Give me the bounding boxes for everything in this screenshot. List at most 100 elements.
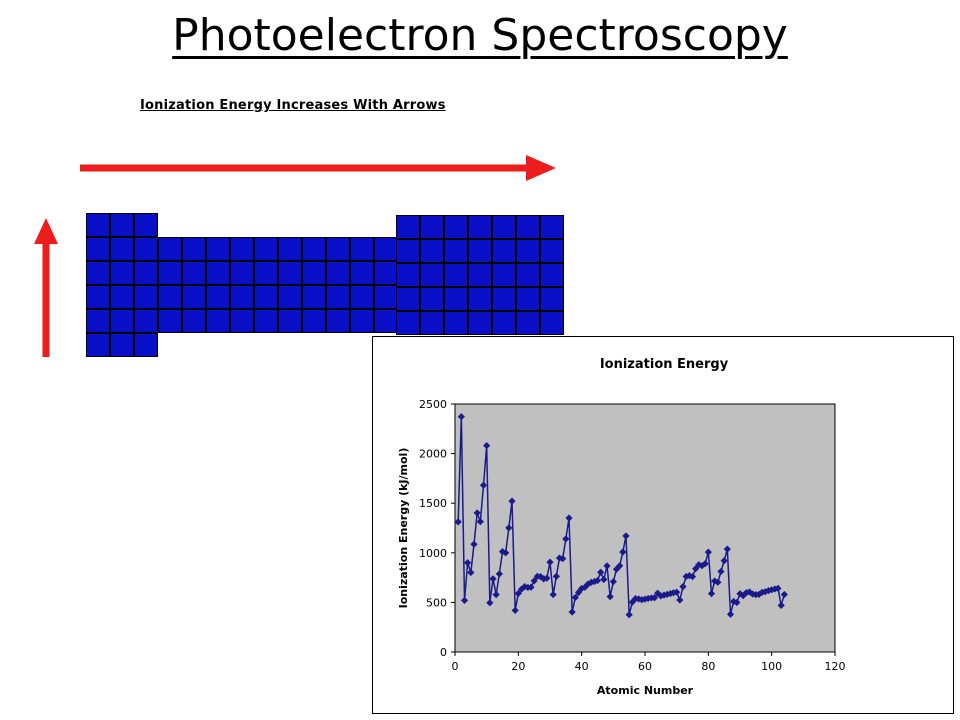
- ionization-energy-chart: Ionization Energy 0 500 1000 1500 2000 2500 0…: [372, 336, 954, 714]
- periodic-table-cell: [86, 213, 110, 237]
- data-point: [527, 583, 535, 591]
- data-point: [593, 576, 602, 585]
- periodic-table-cell: [540, 287, 564, 311]
- periodic-table-cell: [326, 285, 350, 309]
- data-point: [749, 590, 757, 598]
- y-tick-label: 2500: [419, 398, 447, 411]
- periodic-table-cell: [230, 285, 254, 309]
- x-tick-label: 120: [825, 660, 846, 673]
- data-point: [780, 590, 788, 599]
- data-point: [571, 593, 579, 602]
- arrow-up-icon: [34, 218, 58, 357]
- periodic-table-cell: [420, 311, 444, 335]
- periodic-table-cell: [468, 239, 492, 263]
- periodic-table-cell: [110, 285, 134, 309]
- data-point: [701, 560, 709, 568]
- y-tick-label: 2000: [419, 448, 447, 461]
- data-point: [692, 565, 700, 573]
- periodic-table-cell: [254, 261, 278, 285]
- periodic-table-cell: [396, 215, 420, 239]
- periodic-table-cell: [516, 287, 540, 311]
- data-point: [777, 601, 785, 609]
- data-point: [704, 548, 712, 556]
- periodic-table-cell: [110, 333, 134, 357]
- x-axis: 0 20 40 60 80 100 120: [452, 652, 846, 673]
- periodic-table-cell: [110, 213, 134, 237]
- periodic-table-cell: [468, 215, 492, 239]
- periodic-table-cell: [420, 287, 444, 311]
- trend-caption: Ionization Energy Increases With Arrows: [140, 98, 446, 113]
- y-axis: 0 500 1000 1500 2000 2500: [419, 398, 455, 659]
- periodic-table-cell: [278, 261, 302, 285]
- periodic-table-cell: [326, 261, 350, 285]
- data-point: [638, 596, 646, 604]
- periodic-table-cell: [182, 261, 206, 285]
- periodic-table-cell: [230, 237, 254, 261]
- periodic-table-cell: [206, 261, 230, 285]
- periodic-table-cell: [420, 239, 444, 263]
- data-point: [711, 577, 719, 585]
- data-point: [733, 598, 741, 607]
- periodic-table-cell: [134, 333, 158, 357]
- data-point: [761, 588, 769, 596]
- periodic-table-cell: [86, 261, 110, 285]
- periodic-table-cell: [350, 237, 374, 261]
- data-point: [511, 606, 519, 615]
- y-tick-label: 500: [426, 596, 447, 609]
- data-point: [489, 575, 497, 583]
- periodic-table-cell: [444, 311, 468, 335]
- periodic-table-cell: [278, 309, 302, 333]
- periodic-table-cell: [326, 237, 350, 261]
- periodic-table-cell: [278, 237, 302, 261]
- periodic-table-cell: [158, 261, 182, 285]
- periodic-table-cell: [374, 237, 398, 261]
- data-point: [606, 593, 614, 601]
- periodic-table-cell: [206, 285, 230, 309]
- periodic-table-cell: [86, 285, 110, 309]
- periodic-table-cell: [230, 261, 254, 285]
- data-point: [460, 596, 469, 605]
- arrow-right-icon: [80, 155, 556, 181]
- x-tick-label: 40: [575, 660, 589, 673]
- periodic-table-cell: [134, 261, 158, 285]
- data-point: [603, 562, 611, 570]
- periodic-table-cell: [396, 287, 420, 311]
- periodic-table-cell: [230, 309, 254, 333]
- x-tick-label: 60: [638, 660, 652, 673]
- periodic-table-cell: [110, 237, 134, 261]
- data-point: [654, 589, 662, 597]
- slide-title: Photoelectron Spectroscopy: [172, 10, 788, 61]
- data-point: [673, 588, 681, 596]
- periodic-table-cell: [206, 237, 230, 261]
- periodic-table-cell: [468, 311, 492, 335]
- periodic-table-cell: [444, 287, 468, 311]
- x-tick-label: 100: [761, 660, 782, 673]
- x-axis-title: Atomic Number: [597, 684, 694, 697]
- data-point: [742, 589, 750, 597]
- periodic-table-cell: [516, 239, 540, 263]
- data-point: [663, 590, 671, 598]
- periodic-table-cell: [374, 309, 398, 333]
- periodic-table-cell: [302, 309, 326, 333]
- periodic-table-cell: [302, 237, 326, 261]
- x-tick-label: 0: [452, 660, 459, 673]
- data-point: [695, 561, 703, 569]
- periodic-table-cell: [540, 215, 564, 239]
- periodic-table-cell: [420, 263, 444, 287]
- periodic-table-cell: [540, 263, 564, 287]
- periodic-table-cell: [206, 309, 230, 333]
- periodic-table-cell: [468, 287, 492, 311]
- periodic-table-cell: [540, 239, 564, 263]
- periodic-table-cell: [182, 285, 206, 309]
- periodic-table-cell: [86, 333, 110, 357]
- periodic-table-cell: [158, 237, 182, 261]
- data-point: [666, 589, 674, 598]
- periodic-table-cell: [254, 309, 278, 333]
- periodic-table-cell: [444, 215, 468, 239]
- periodic-table-cell: [182, 309, 206, 333]
- periodic-table-cell: [492, 239, 516, 263]
- periodic-table-cell: [516, 311, 540, 335]
- periodic-table-cell: [134, 213, 158, 237]
- data-point: [679, 583, 687, 591]
- periodic-table-cell: [350, 261, 374, 285]
